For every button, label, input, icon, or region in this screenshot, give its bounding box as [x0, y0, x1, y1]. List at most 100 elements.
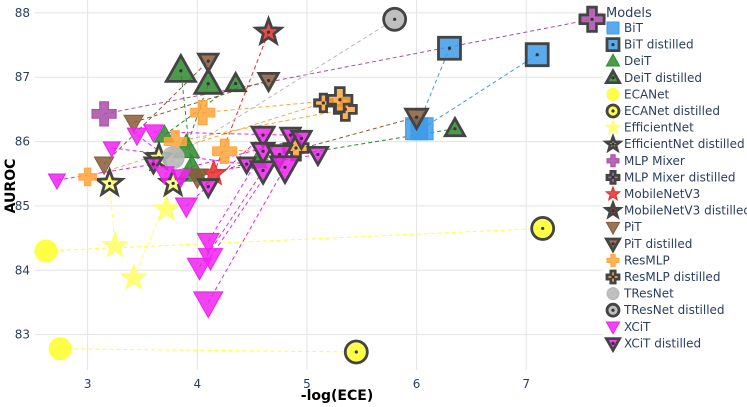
x-tick-label: 5 [303, 377, 311, 391]
marker-xcit [126, 127, 148, 147]
pair-connector [199, 170, 264, 268]
marker-xcit-distilled [196, 178, 221, 200]
pair-connector [175, 108, 346, 143]
legend-marker [602, 132, 624, 154]
y-tick-label: 88 [15, 6, 30, 20]
marker-mlp-mixer [91, 101, 117, 127]
grid-lines [35, 0, 603, 370]
marker-tresnet-distilled [382, 6, 408, 32]
pair-connector [213, 31, 270, 174]
marker-bit-distilled [437, 35, 462, 61]
marker-pit [93, 156, 115, 176]
legend-marker [606, 253, 620, 267]
marker-xcit [47, 173, 67, 191]
legend-entry: PiT distilled [624, 237, 692, 251]
legend-marker [606, 87, 620, 101]
legend-entry: BiT [624, 21, 644, 35]
legend: Models BiT BiT distilled DeiT DeiT distille… [602, 6, 747, 354]
marker-efficientnet [152, 194, 181, 221]
x-axis-label: -log(ECE) [301, 388, 373, 404]
marker-deit-distilled [192, 66, 224, 95]
data-markers [34, 5, 606, 365]
legend-marker [605, 321, 621, 335]
pair-connector [60, 348, 357, 353]
legend-marker [606, 154, 620, 168]
marker-bit-distilled [524, 42, 550, 68]
marker-tresnet [161, 146, 185, 170]
marker-pit [123, 114, 145, 134]
marker-pit-distilled [256, 71, 281, 94]
marker-resmlp [78, 167, 97, 187]
y-tick-label: 83 [15, 328, 30, 342]
pair-connector [172, 18, 395, 159]
x-tick-label: 3 [84, 377, 92, 391]
marker-xcit-distilled [249, 125, 277, 150]
y-axis-label: AUROC [3, 159, 19, 214]
legend-entry: PiT [624, 220, 642, 234]
marker-resmlp-distilled [326, 86, 354, 114]
marker-xcit [174, 197, 199, 219]
legend-entry: TResNet distilled [623, 303, 725, 317]
marker-ecanet [34, 239, 58, 263]
legend-entry: MobileNetV3 distilled [624, 204, 747, 218]
legend-marker [602, 199, 624, 220]
pair-connector [56, 163, 154, 181]
legend-marker [605, 169, 621, 185]
legend-entry: EfficientNet [624, 121, 694, 135]
y-tick-label: 87 [15, 70, 30, 84]
legend-entry: ResMLP [624, 253, 670, 267]
legend-entry: TResNet [623, 287, 674, 301]
marker-deit-distilled [442, 115, 468, 138]
marker-pit-distilled [196, 52, 221, 75]
connector-lines [45, 18, 593, 353]
marker-resmlp [212, 138, 238, 164]
pair-connector [421, 54, 538, 130]
legend-entry: EfficientNet distilled [624, 137, 745, 151]
legend-marker [604, 68, 622, 85]
marker-resmlp [190, 100, 216, 126]
marker-pit-distilled [403, 107, 430, 132]
marker-xcit [102, 141, 122, 158]
legend-marker [604, 185, 622, 201]
legend-entry: MLP Mixer distilled [624, 170, 736, 184]
legend-entry: ECANet [624, 87, 670, 101]
marker-ecanet-distilled [343, 339, 369, 365]
legend-marker [605, 269, 621, 285]
marker-xcit-distilled [305, 145, 330, 168]
legend-title: Models [606, 6, 652, 21]
y-tick-label: 85 [15, 199, 30, 213]
marker-xcit [153, 166, 175, 185]
y-tick-label: 84 [15, 263, 30, 277]
marker-xcit [196, 232, 220, 254]
marker-efficientnet-distilled [93, 166, 126, 198]
marker-xcit [186, 257, 213, 281]
pair-connector [103, 18, 593, 115]
x-tick-label: 7 [522, 377, 530, 391]
legend-marker [605, 37, 621, 52]
marker-ecanet-distilled [530, 216, 556, 241]
legend-entry: DeiT distilled [624, 71, 702, 85]
marker-deit-distilled [223, 70, 248, 93]
legend-entry: XCiT [624, 320, 651, 334]
legend-marker [605, 302, 621, 318]
legend-marker [604, 118, 622, 135]
tick-labels: 3 4 5 6 7 83 84 85 86 87 88 [15, 6, 530, 391]
legend-marker [605, 53, 621, 67]
legend-entry: XCiT distilled [624, 336, 701, 350]
legend-marker [605, 103, 621, 119]
marker-efficientnet [119, 263, 148, 290]
marker-xcit [192, 291, 224, 319]
marker-xcit [142, 124, 164, 144]
legend-entry: MobileNetV3 [624, 187, 700, 201]
marker-xcit [170, 169, 192, 189]
y-tick-label: 86 [15, 135, 30, 149]
marker-efficientnet [101, 231, 129, 258]
marker-xcit-distilled [248, 160, 278, 187]
legend-marker [606, 287, 620, 301]
legend-marker [604, 337, 622, 354]
marker-mlp-mixer-distilled [578, 5, 606, 33]
marker-ecanet [48, 337, 72, 361]
x-tick-label: 6 [413, 377, 421, 391]
legend-marker [605, 221, 621, 236]
